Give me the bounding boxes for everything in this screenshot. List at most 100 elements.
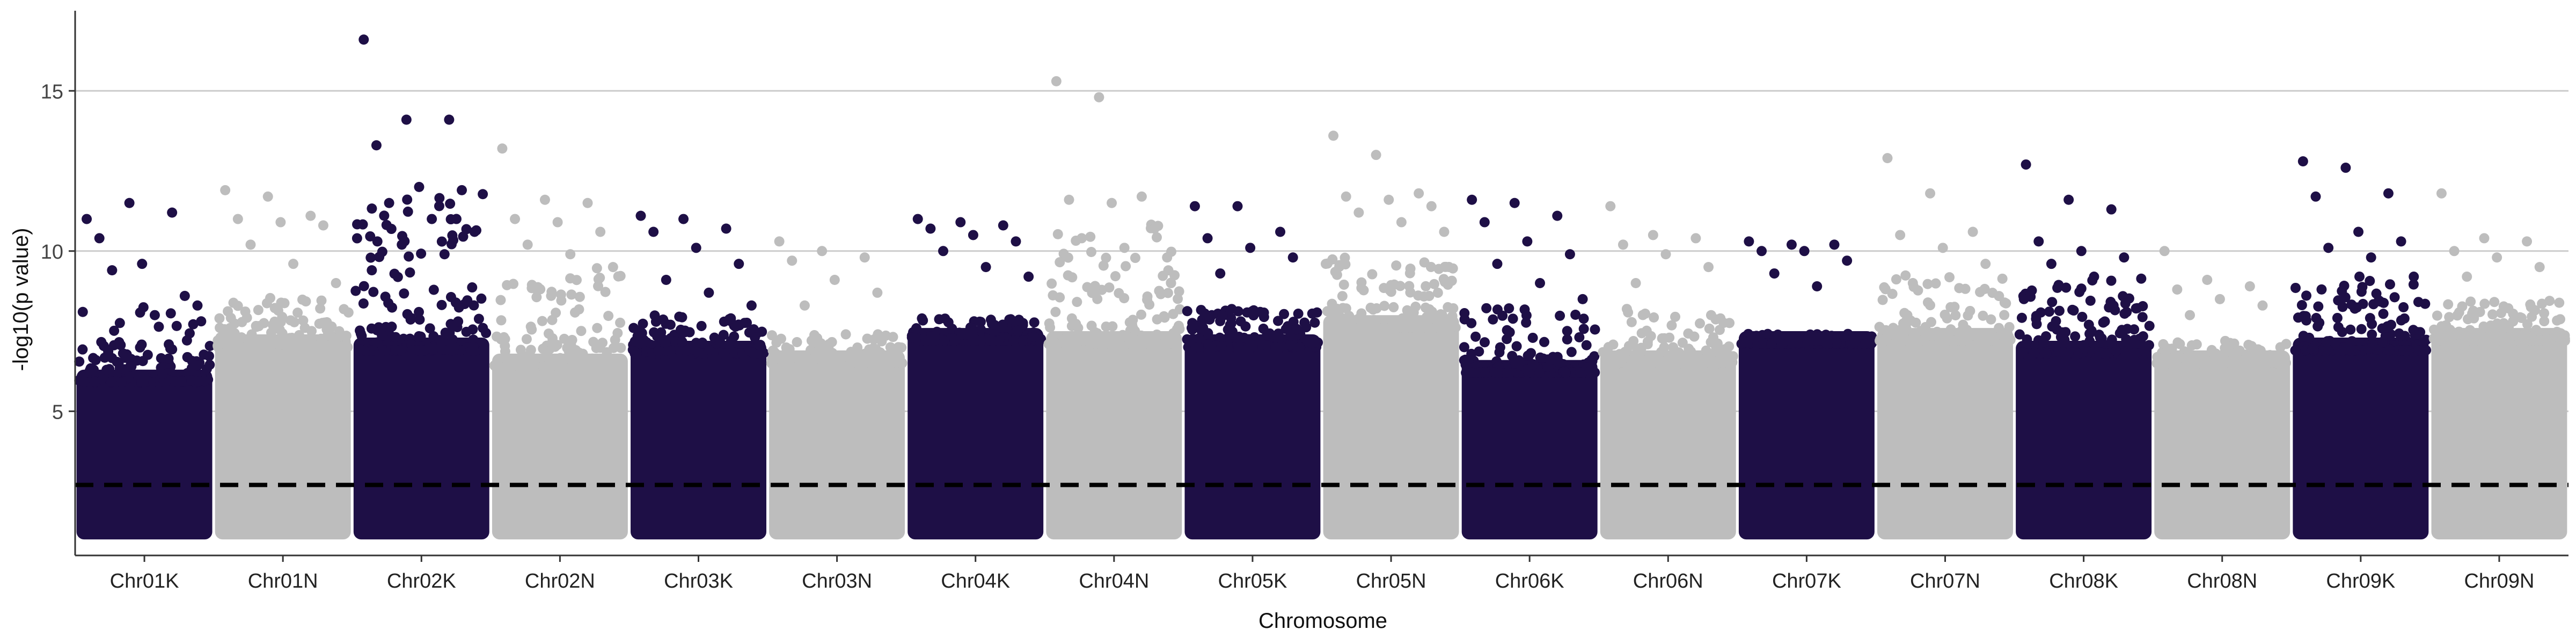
point: [1233, 342, 1244, 353]
point: [2371, 288, 2382, 299]
peak-point: [799, 300, 810, 311]
point: [461, 326, 472, 337]
point: [1008, 335, 1019, 346]
point: [1368, 304, 1379, 315]
point: [1159, 311, 1169, 321]
peak-point: [124, 197, 135, 208]
x-axis-label: Chromosome: [1258, 609, 1387, 633]
point: [2052, 282, 2063, 293]
point: [156, 353, 166, 364]
point: [126, 361, 137, 372]
point: [2332, 312, 2343, 323]
peak-point: [1660, 249, 1671, 260]
point: [2079, 340, 2089, 350]
point: [1408, 307, 1419, 318]
point: [1929, 330, 1940, 341]
point: [1806, 335, 1817, 346]
point: [696, 320, 707, 331]
x-tick-label-Chr07N: Chr07N: [1910, 570, 1980, 592]
point: [2354, 271, 2365, 282]
point: [2005, 334, 2016, 345]
point: [1447, 321, 1458, 332]
point: [2312, 321, 2323, 332]
point: [766, 330, 777, 341]
point: [2432, 310, 2442, 321]
point: [90, 355, 101, 365]
point: [715, 337, 726, 348]
point: [1371, 320, 1381, 331]
point: [79, 377, 90, 387]
point: [1433, 264, 1444, 274]
point: [569, 307, 580, 318]
point: [241, 342, 252, 353]
peak-point: [457, 185, 467, 195]
point: [1651, 354, 1662, 365]
point: [476, 293, 487, 304]
peak-point: [2492, 252, 2502, 263]
peak-point: [1275, 226, 1286, 237]
point: [1403, 322, 1414, 333]
peak-point: [661, 275, 671, 286]
point: [2041, 348, 2052, 359]
peak-point: [787, 255, 797, 266]
point: [1766, 339, 1777, 349]
point: [1444, 262, 1454, 273]
point: [1942, 313, 1952, 324]
x-tick-label-Chr05K: Chr05K: [1218, 570, 1287, 592]
point: [1534, 368, 1545, 378]
point: [2508, 309, 2519, 319]
peak-point: [1829, 239, 1840, 250]
point: [1989, 335, 2000, 346]
point: [792, 337, 802, 348]
x-tick-label-Chr08N: Chr08N: [2187, 570, 2257, 592]
point: [1901, 314, 1912, 325]
point: [1255, 335, 1265, 346]
point: [357, 219, 368, 230]
peak-point: [2353, 226, 2364, 237]
point: [358, 298, 369, 309]
peak-point: [94, 233, 105, 244]
point: [1353, 313, 1364, 324]
points-bulk-Chr05N: [1323, 315, 1459, 540]
point: [649, 310, 660, 321]
point: [1386, 287, 1396, 297]
point: [1542, 362, 1553, 372]
points-bulk-Chr08K: [2016, 340, 2152, 540]
point: [1621, 304, 1632, 314]
x-tick-label-Chr03N: Chr03N: [802, 570, 872, 592]
point: [2175, 352, 2186, 363]
point: [103, 345, 114, 355]
point: [1436, 321, 1446, 332]
point: [1163, 265, 1174, 276]
point: [2163, 358, 2174, 369]
x-tick-label-Chr01K: Chr01K: [110, 570, 179, 592]
point: [560, 354, 570, 364]
point: [1233, 306, 1243, 317]
point: [2316, 284, 2327, 295]
point: [1911, 317, 1921, 328]
point: [1891, 274, 1901, 285]
peak-point: [1064, 194, 1074, 205]
peak-point: [2202, 275, 2213, 286]
point: [1628, 335, 1639, 346]
peak-point: [678, 214, 689, 224]
point: [372, 236, 383, 247]
point: [445, 319, 456, 330]
peak-point: [1232, 201, 1243, 211]
point: [2519, 335, 2530, 346]
point: [766, 354, 777, 365]
point: [597, 338, 608, 348]
peak-point: [2340, 163, 2351, 173]
peak-point: [1011, 236, 1021, 247]
point: [1239, 332, 1249, 343]
point: [352, 233, 362, 244]
peak-point: [2462, 272, 2472, 282]
point: [404, 251, 414, 262]
point: [434, 201, 444, 211]
point: [1674, 358, 1685, 369]
point: [566, 289, 577, 300]
point: [2059, 334, 2070, 345]
point: [543, 328, 554, 339]
point: [2497, 334, 2508, 345]
